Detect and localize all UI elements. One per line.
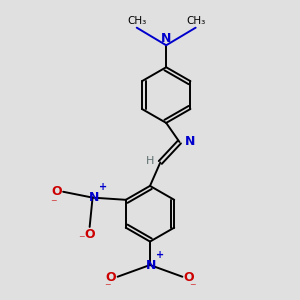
Text: O: O bbox=[184, 271, 194, 284]
Text: O: O bbox=[51, 185, 62, 198]
Text: ⁻: ⁻ bbox=[78, 233, 84, 246]
Text: +: + bbox=[99, 182, 107, 192]
Text: +: + bbox=[156, 250, 164, 260]
Text: O: O bbox=[106, 271, 116, 284]
Text: H: H bbox=[146, 156, 154, 166]
Text: O: O bbox=[84, 228, 95, 242]
Text: ⁻: ⁻ bbox=[104, 281, 111, 294]
Text: N: N bbox=[185, 135, 195, 148]
Text: N: N bbox=[146, 259, 157, 272]
Text: N: N bbox=[89, 190, 99, 203]
Text: CH₃: CH₃ bbox=[186, 16, 205, 26]
Text: CH₃: CH₃ bbox=[127, 16, 146, 26]
Text: ⁻: ⁻ bbox=[50, 197, 57, 210]
Text: N: N bbox=[161, 32, 171, 45]
Text: ⁻: ⁻ bbox=[189, 281, 196, 294]
